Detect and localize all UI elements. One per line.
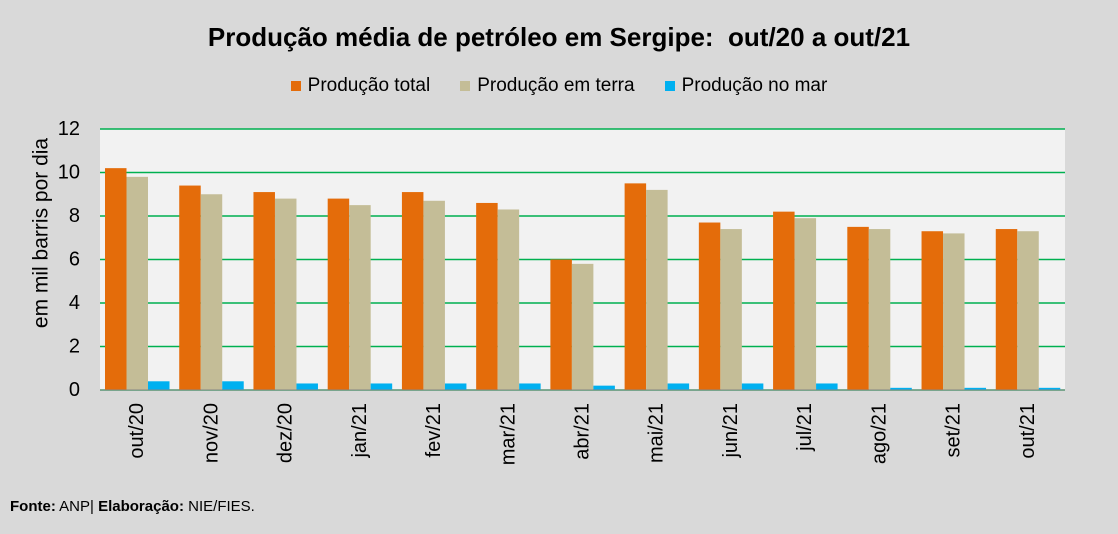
legend-label-producao-em-terra: Produção em terra <box>477 75 635 96</box>
legend-swatch-producao-no-mar <box>664 81 675 91</box>
bar-producao-no-mar-jan-21 <box>370 383 393 390</box>
x-tick-label-jul-21: jul/21 <box>794 403 816 452</box>
legend-item-producao-em-terra: Produção em terra <box>460 75 635 97</box>
bars <box>105 168 1061 390</box>
x-tick-label-out-21: out/21 <box>1017 403 1039 459</box>
bar-producao-em-terra-set-21 <box>943 233 965 390</box>
x-tick-label-mai-21: mai/21 <box>646 403 668 463</box>
bar-producao-em-terra-jul-21 <box>794 218 817 390</box>
legend-swatch-producao-total <box>290 81 301 91</box>
bar-producao-no-mar-set-21 <box>964 387 987 390</box>
bar-producao-no-mar-fev-21 <box>444 383 467 390</box>
legend-label-producao-no-mar: Produção no mar <box>681 75 828 96</box>
chart-legend: Produção total Produção em terra Produçã… <box>0 75 1118 97</box>
bar-producao-no-mar-ago-21 <box>890 387 912 390</box>
legend-item-producao-total: Produção total <box>290 75 431 97</box>
bar-producao-em-terra-mar-21 <box>497 209 520 390</box>
source-value: ANP| <box>59 498 94 515</box>
bar-producao-total-ago-21 <box>847 226 869 390</box>
bar-producao-em-terra-jun-21 <box>720 229 742 390</box>
x-tick-label-abr-21: abr/21 <box>572 403 594 460</box>
bar-producao-no-mar-abr-21 <box>593 385 615 390</box>
bar-producao-em-terra-mai-21 <box>646 189 668 390</box>
bar-producao-total-nov-20 <box>179 185 201 390</box>
bar-producao-total-out-21 <box>995 229 1018 390</box>
bar-producao-total-jan-21 <box>327 198 350 390</box>
y-axis-title: em mil barris por dia <box>30 138 53 329</box>
bar-producao-total-mai-21 <box>624 183 647 390</box>
y-tick-label-2: 2 <box>69 336 80 358</box>
bar-producao-no-mar-out-21 <box>1038 387 1061 390</box>
bar-producao-em-terra-dez-20 <box>274 198 297 390</box>
chart-footer: Fonte: ANP| Elaboração: NIE/FIES. <box>10 498 255 516</box>
x-tick-label-mar-21: mar/21 <box>497 403 519 465</box>
bar-producao-em-terra-nov-20 <box>200 194 223 390</box>
bar-producao-no-mar-mar-21 <box>519 383 541 390</box>
y-tick-label-4: 4 <box>69 292 80 314</box>
y-tick-label-8: 8 <box>69 205 80 227</box>
x-tick-label-fev-21: fev/21 <box>423 403 445 457</box>
bar-producao-total-fev-21 <box>401 192 424 390</box>
legend-swatch-producao-em-terra <box>460 81 471 91</box>
x-tick-label-dez-20: dez/20 <box>275 403 297 463</box>
x-tick-label-jan-21: jan/21 <box>349 403 371 459</box>
x-tick-label-out-20: out/20 <box>126 403 148 459</box>
legend-item-producao-no-mar: Produção no mar <box>664 75 828 97</box>
legend-label-producao-total: Produção total <box>307 75 431 96</box>
bar-producao-em-terra-fev-21 <box>423 200 445 390</box>
credit-label: Elaboração: <box>98 498 184 515</box>
bar-producao-em-terra-jan-21 <box>349 205 371 390</box>
bar-producao-em-terra-abr-21 <box>571 263 594 390</box>
bar-producao-total-mar-21 <box>476 202 498 390</box>
bar-producao-no-mar-mai-21 <box>667 383 690 390</box>
bar-producao-total-abr-21 <box>550 259 572 390</box>
y-axis-tick-labels: 0 2 4 6 8 10 12 <box>58 118 80 401</box>
source-label: Fonte: <box>10 498 56 515</box>
bar-producao-total-jun-21 <box>698 222 721 390</box>
bar-producao-no-mar-jun-21 <box>741 383 764 390</box>
bar-producao-total-dez-20 <box>253 192 275 390</box>
y-tick-label-10: 10 <box>58 162 80 184</box>
bar-producao-total-jul-21 <box>773 211 795 390</box>
x-tick-label-jun-21: jun/21 <box>720 403 742 459</box>
bar-producao-no-mar-out-20 <box>148 381 170 390</box>
x-axis-tick-labels: out/20 nov/20 dez/20 jan/21 fev/21 mar/21 abr/… <box>126 403 1039 465</box>
bar-producao-total-out-20 <box>105 168 127 390</box>
bar-producao-em-terra-ago-21 <box>868 229 891 390</box>
bar-producao-no-mar-nov-20 <box>222 381 244 390</box>
bar-producao-total-set-21 <box>921 231 944 390</box>
x-tick-label-ago-21: ago/21 <box>868 403 890 464</box>
credit-value: NIE/FIES. <box>188 498 255 515</box>
y-tick-label-6: 6 <box>69 249 80 271</box>
x-tick-label-set-21: set/21 <box>943 403 965 457</box>
bar-producao-no-mar-dez-20 <box>296 383 318 390</box>
chart-title: Produção média de petróleo em Sergipe: o… <box>207 22 911 52</box>
bar-producao-em-terra-out-20 <box>126 176 148 390</box>
bar-producao-no-mar-jul-21 <box>816 383 838 390</box>
y-tick-label-0: 0 <box>69 379 80 401</box>
x-tick-label-nov-20: nov/20 <box>200 403 222 463</box>
y-tick-label-12: 12 <box>58 118 80 140</box>
bar-producao-em-terra-out-21 <box>1017 231 1039 390</box>
